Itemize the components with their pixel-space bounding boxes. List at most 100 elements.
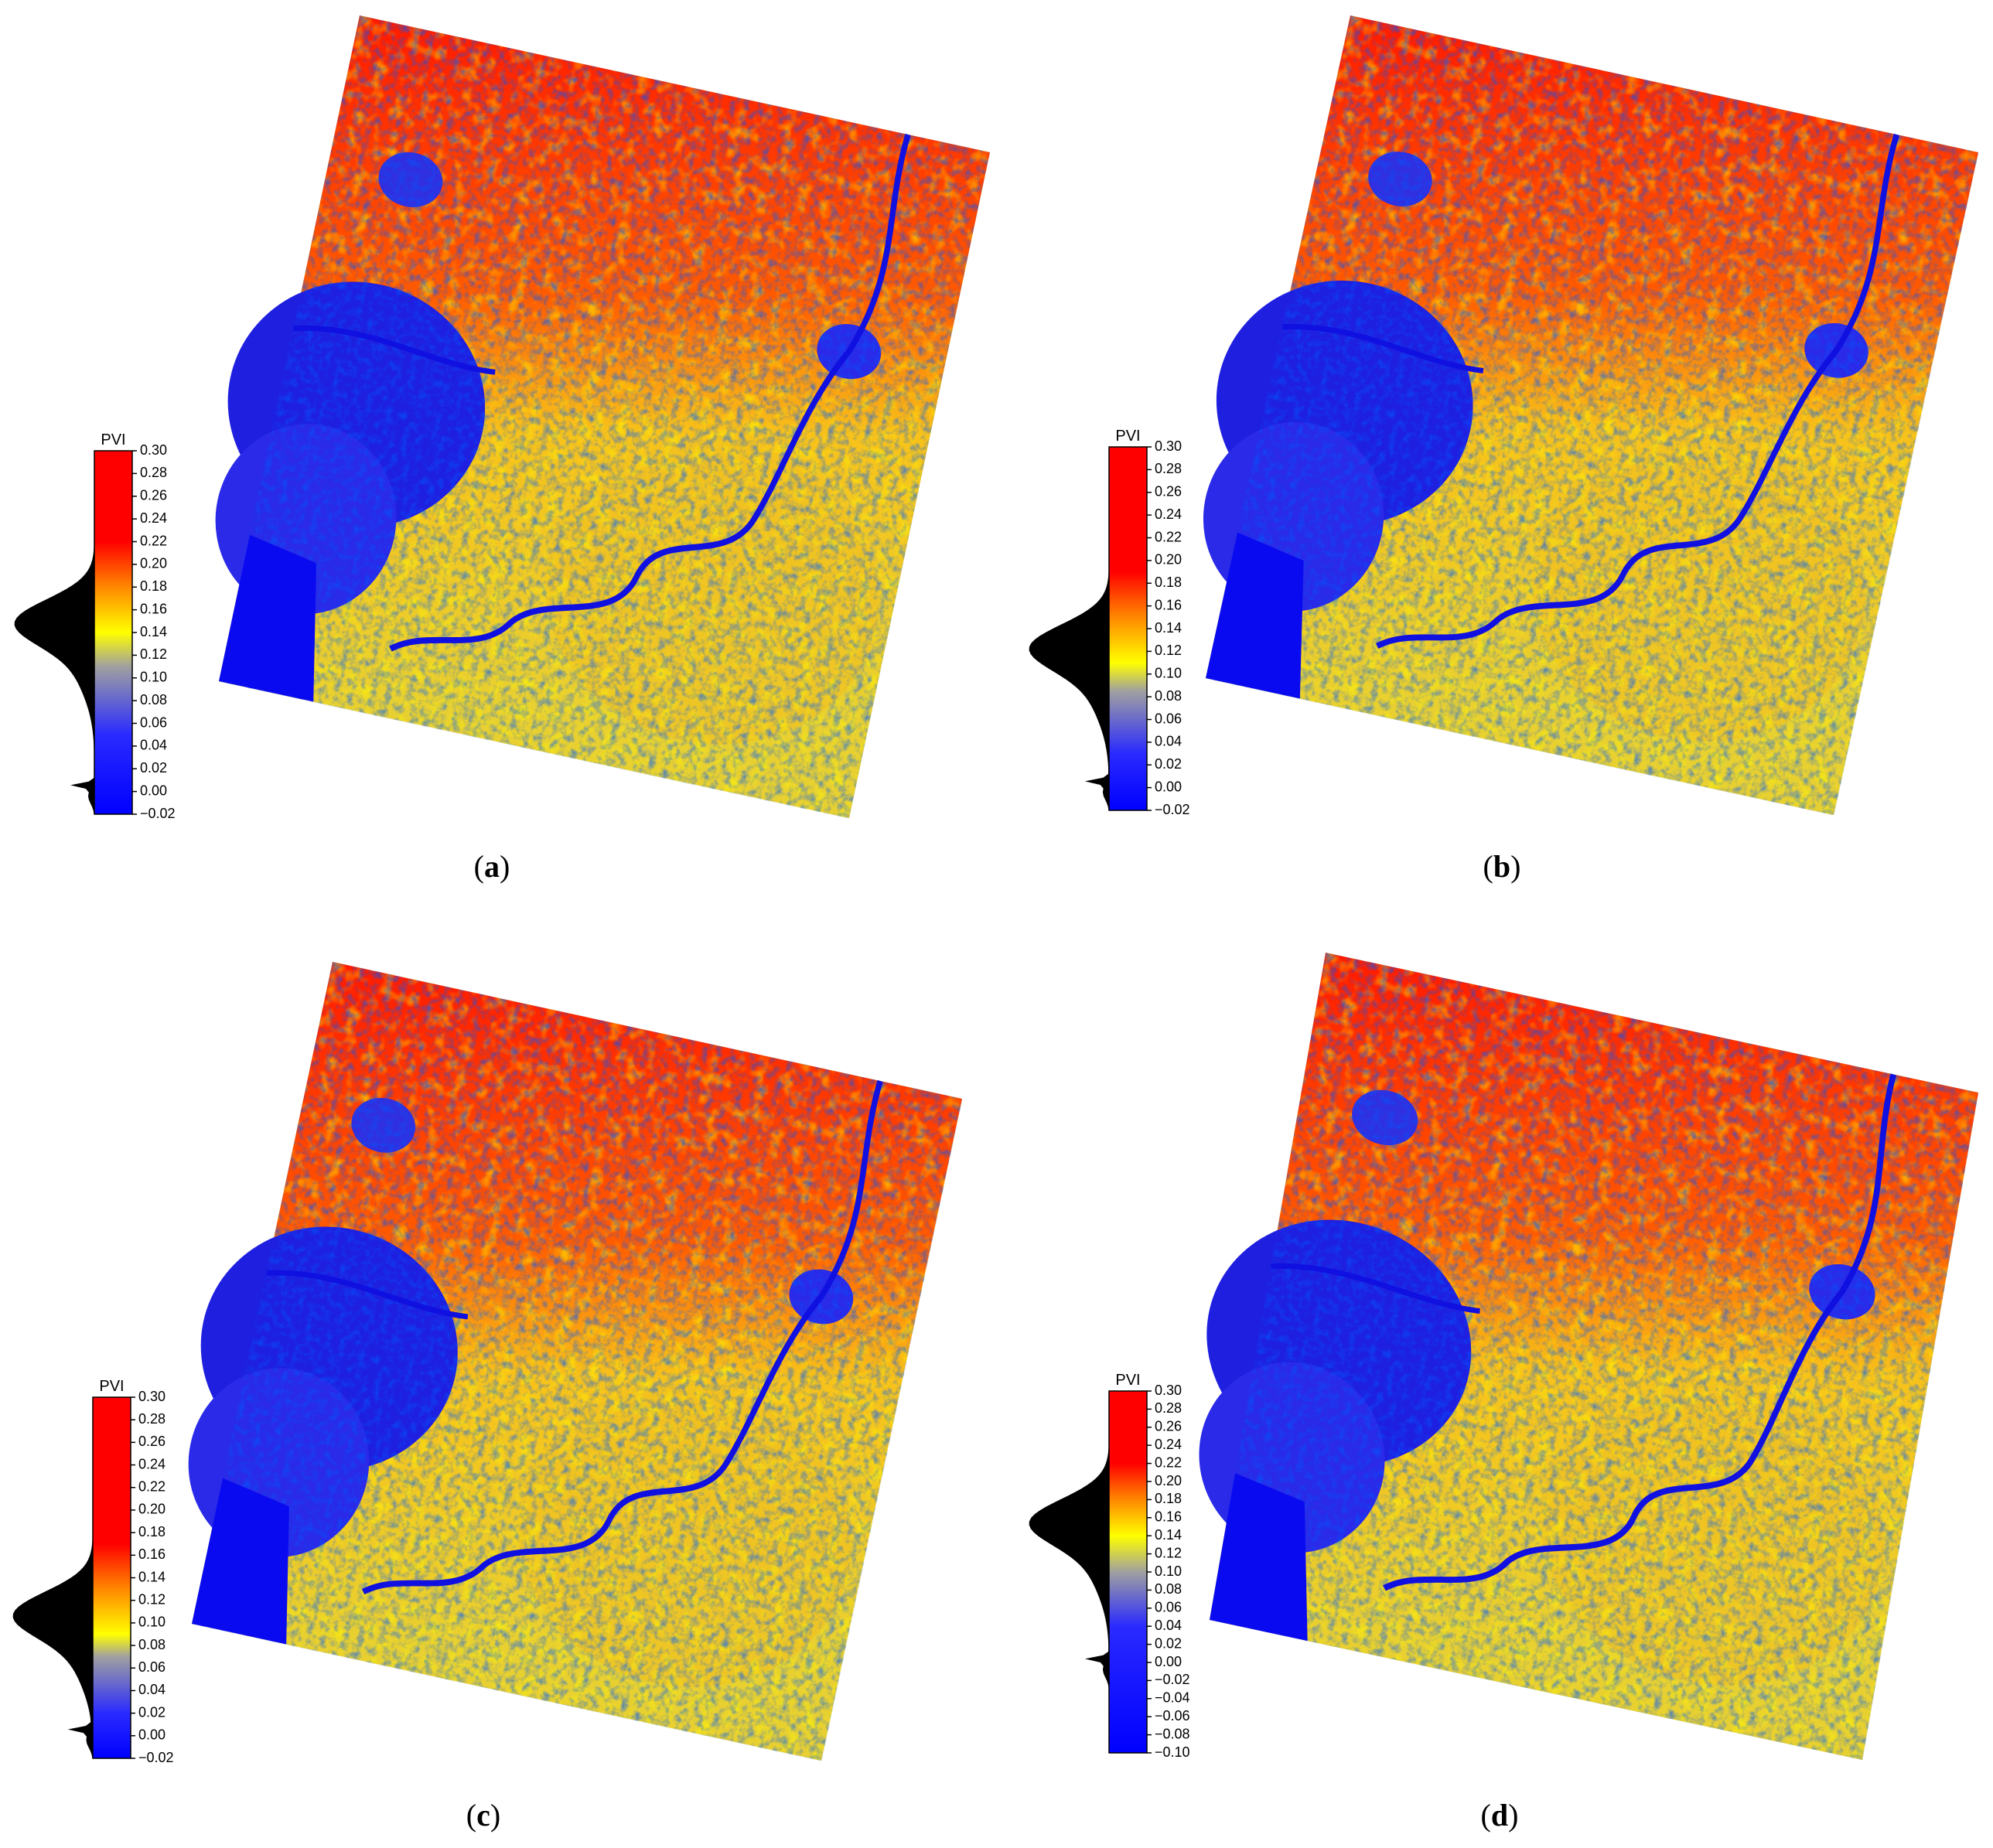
speckle-blue: [1209, 953, 1979, 1761]
tick-label: 0.24: [1155, 1437, 1182, 1452]
tick-label: 0.20: [1155, 1473, 1182, 1488]
tick-label: 0.30: [140, 442, 167, 458]
tick-label: 0.04: [140, 738, 167, 753]
sea: [1209, 1473, 1308, 1642]
colorbar: [1108, 446, 1148, 811]
tick-label: 0.06: [140, 714, 167, 730]
colorbar: [94, 450, 133, 815]
tick-label: 0.00: [140, 783, 167, 798]
tick-label: 0.30: [1155, 438, 1182, 454]
tick-label: 0.26: [1155, 1419, 1182, 1434]
tick-label: 0.20: [1155, 552, 1182, 568]
tick-label: 0.14: [140, 624, 167, 639]
tick-label: 0.28: [1155, 461, 1182, 476]
tick-label: 0.26: [1155, 484, 1182, 500]
tick-label: 0.24: [138, 1456, 166, 1471]
colorbar: [92, 1396, 131, 1759]
tick-label: 0.16: [1155, 597, 1182, 612]
tick-label: −0.06: [1155, 1708, 1190, 1724]
tick-label: 0.06: [138, 1659, 166, 1675]
tick-label: 0.08: [138, 1637, 166, 1652]
river: [1271, 1263, 1480, 1314]
caption: (d): [1481, 1798, 1519, 1833]
tick-label: 0.18: [138, 1524, 166, 1539]
tick-label: 0.14: [1155, 1527, 1182, 1543]
panel: PVI 0.30 0.28 0.26 0.24 0.22 0.20 0.18 0.16 0.14 0…: [1029, 15, 1978, 884]
histogram: [14, 451, 94, 814]
tick-label: 0.04: [1155, 1618, 1182, 1633]
tick-label: 0.02: [138, 1704, 166, 1720]
tick-label: 0.20: [140, 556, 167, 571]
speckle-blue: [218, 15, 990, 819]
tick-label: −0.02: [140, 806, 176, 821]
tick-label: 0.30: [1155, 1383, 1182, 1398]
river: [1376, 133, 1900, 650]
tick-label: 0.30: [138, 1389, 166, 1404]
tick-label: 0.12: [140, 646, 167, 662]
colorbar: [1108, 1390, 1148, 1754]
tick-label: 0.26: [138, 1434, 166, 1449]
satellite-image: [1203, 15, 1978, 816]
tick-label: 0.26: [140, 488, 167, 503]
satellite-image: [188, 962, 963, 1761]
tick-label: 0.12: [138, 1591, 166, 1607]
histogram: [1029, 447, 1109, 810]
tick-label: 0.06: [1155, 711, 1182, 726]
tick-label: 0.08: [1155, 688, 1182, 704]
tick-label: 0.14: [1155, 620, 1182, 636]
tick-label: 0.18: [140, 578, 167, 594]
tick-label: 0.06: [1155, 1600, 1182, 1615]
tick-label: 0.04: [1155, 734, 1182, 749]
colorbar-label: PVI: [101, 431, 125, 448]
tick-label: 0.02: [140, 760, 167, 776]
tick-label: 0.28: [140, 465, 167, 480]
satellite-image: [1199, 953, 1979, 1761]
river: [266, 1270, 469, 1320]
caption: (c): [466, 1798, 500, 1833]
colorbar-label: PVI: [99, 1378, 124, 1395]
caption: (b): [1483, 849, 1521, 884]
tick-label: −0.04: [1155, 1690, 1190, 1706]
tick-label: 0.00: [138, 1727, 166, 1743]
tick-label: 0.14: [138, 1569, 166, 1584]
sea: [218, 534, 317, 702]
panel: PVI 0.30 0.28 0.26 0.24 0.22 0.20 0.18 0.16 0.14 0…: [12, 962, 963, 1833]
tick-label: 0.16: [1155, 1509, 1182, 1525]
tick-label: 0.10: [1155, 1563, 1182, 1579]
tick-label: 0.08: [140, 692, 167, 707]
sea: [1205, 532, 1304, 699]
tick-label: −0.10: [1155, 1744, 1190, 1760]
tick-label: −0.02: [138, 1750, 174, 1765]
speckle-blue: [1205, 15, 1978, 816]
tick-label: 0.18: [1155, 1491, 1182, 1506]
histogram: [12, 1397, 93, 1758]
tick-label: 0.10: [1155, 666, 1182, 681]
river: [293, 325, 496, 375]
tick-label: 0.02: [1155, 756, 1182, 772]
tick-label: 0.16: [138, 1546, 166, 1562]
tick-label: 0.16: [140, 601, 167, 616]
tick-label: 0.28: [138, 1411, 166, 1427]
tick-label: 0.18: [1155, 575, 1182, 590]
tick-label: −0.08: [1155, 1726, 1190, 1741]
sea: [191, 1478, 289, 1645]
satellite-image: [215, 15, 990, 819]
caption: (a): [474, 849, 510, 884]
river: [1383, 1073, 1897, 1591]
tick-label: 0.22: [1155, 529, 1182, 544]
panel: PVI 0.30 0.28 0.26 0.24 0.22 0.20 0.18 0.16 0.14 0…: [14, 15, 990, 884]
tick-label: 0.22: [140, 533, 167, 548]
panel: PVI 0.30 0.28 0.26 0.24 0.22 0.20 0.18 0.16 0.14 0…: [1029, 953, 1979, 1833]
tick-label: 0.00: [1155, 1654, 1182, 1669]
tick-label: 0.04: [138, 1682, 166, 1697]
tick-label: 0.28: [1155, 1400, 1182, 1416]
tick-label: 0.00: [1155, 779, 1182, 794]
colorbar-label: PVI: [1115, 1372, 1140, 1389]
colorbar-label: PVI: [1115, 428, 1140, 445]
tick-label: 0.22: [1155, 1454, 1182, 1470]
tick-label: 0.24: [1155, 506, 1182, 522]
tick-label: 0.22: [138, 1479, 166, 1495]
tick-label: 0.08: [1155, 1581, 1182, 1597]
